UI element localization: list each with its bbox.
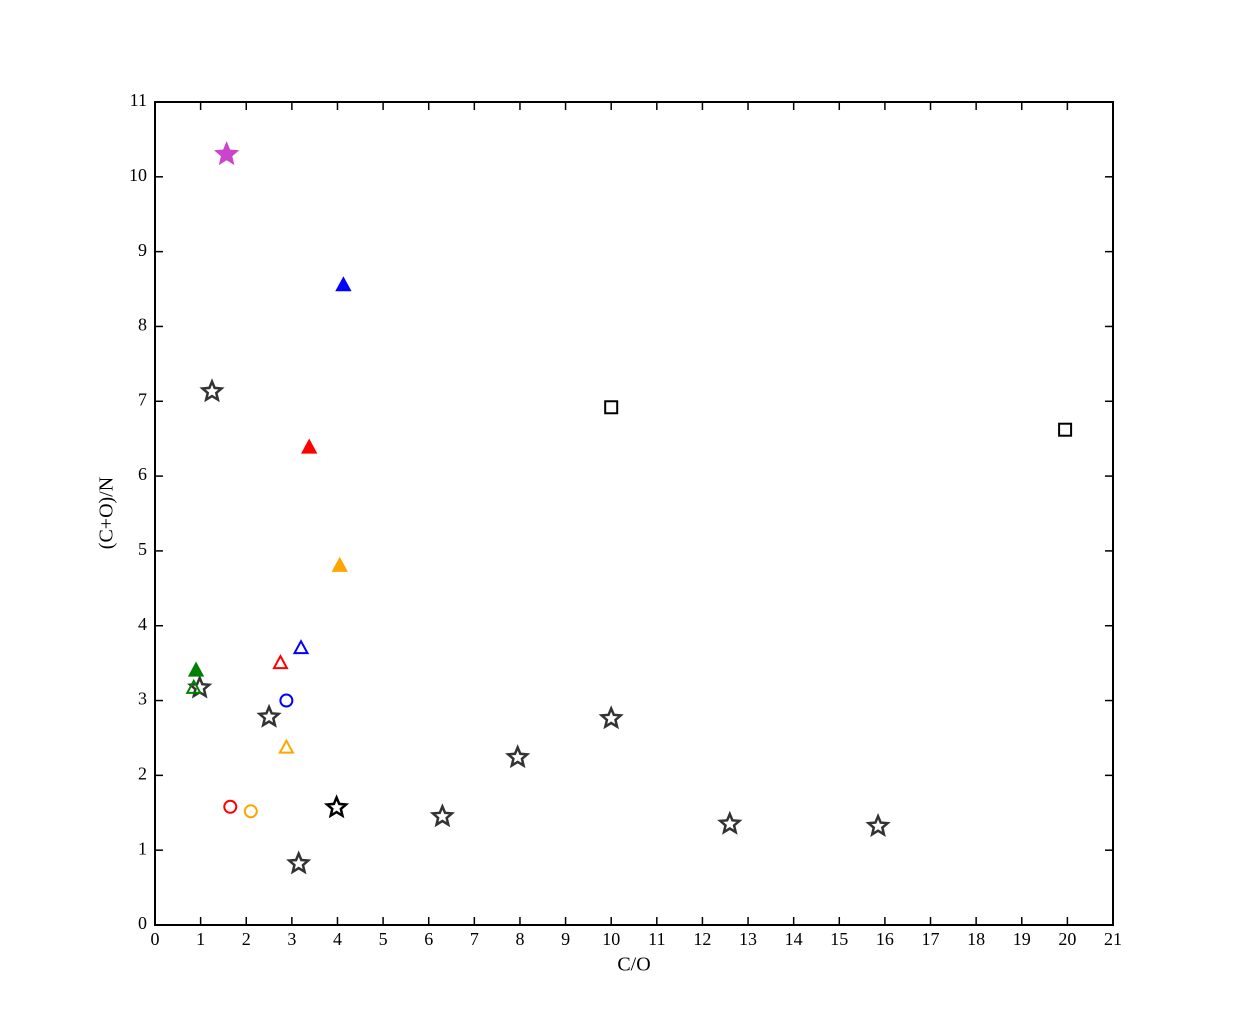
y-tick-label: 2 <box>138 763 147 783</box>
star-marker <box>598 705 624 730</box>
star-marker <box>214 141 240 166</box>
y-tick-label: 10 <box>129 165 147 185</box>
x-tick-label: 1 <box>196 929 205 949</box>
x-tick-label: 14 <box>785 929 803 949</box>
x-tick-label: 6 <box>424 929 433 949</box>
y-axis-label: (C+O)/N <box>96 477 118 549</box>
x-tick-label: 12 <box>693 929 711 949</box>
circle-marker <box>279 693 294 708</box>
y-tick-label: 0 <box>138 913 147 933</box>
star-marker <box>717 810 743 835</box>
x-tick-label: 7 <box>470 929 479 949</box>
x-tick-label: 17 <box>922 929 940 949</box>
y-tick-label: 4 <box>138 614 147 634</box>
star-marker <box>256 703 282 728</box>
star-marker <box>865 812 891 837</box>
y-tick-label: 7 <box>138 389 147 409</box>
y-tick-label: 9 <box>138 240 147 260</box>
triangle-marker <box>272 654 289 670</box>
circle-marker <box>243 804 258 819</box>
star-marker <box>505 744 531 769</box>
x-tick-label: 16 <box>876 929 894 949</box>
triangle-marker <box>292 639 310 655</box>
x-tick-label: 20 <box>1058 929 1076 949</box>
triangle-marker <box>335 276 352 292</box>
y-tick-label: 5 <box>138 539 147 559</box>
square-marker <box>604 400 619 415</box>
triangle-marker <box>301 438 318 454</box>
star-marker <box>199 378 225 403</box>
y-tick-label: 11 <box>130 90 147 110</box>
y-tick-label: 6 <box>138 464 147 484</box>
x-tick-label: 8 <box>515 929 524 949</box>
square-marker <box>1058 422 1073 437</box>
x-tick-label: 11 <box>648 929 665 949</box>
x-tick-label: 19 <box>1013 929 1031 949</box>
x-tick-label: 9 <box>561 929 570 949</box>
x-tick-label: 5 <box>379 929 388 949</box>
circle-marker <box>223 799 238 814</box>
x-axis-label: C/O <box>617 954 650 976</box>
star-marker <box>429 803 456 828</box>
triangle-marker <box>278 738 295 754</box>
x-tick-label: 21 <box>1104 929 1122 949</box>
star-marker <box>323 794 350 819</box>
x-tick-label: 0 <box>151 929 160 949</box>
triangle-marker <box>331 556 348 572</box>
x-tick-label: 4 <box>333 929 342 949</box>
x-tick-label: 18 <box>967 929 985 949</box>
y-tick-label: 8 <box>138 315 147 335</box>
y-tick-label: 1 <box>138 838 147 858</box>
x-tick-label: 10 <box>602 929 620 949</box>
x-tick-label: 2 <box>242 929 251 949</box>
triangle-marker <box>185 678 202 694</box>
x-tick-label: 15 <box>830 929 848 949</box>
y-tick-label: 3 <box>138 689 147 709</box>
x-tick-label: 3 <box>287 929 296 949</box>
star-marker <box>286 850 312 875</box>
triangle-marker <box>187 661 205 677</box>
plot-frame <box>154 101 1114 926</box>
x-tick-label: 13 <box>739 929 757 949</box>
